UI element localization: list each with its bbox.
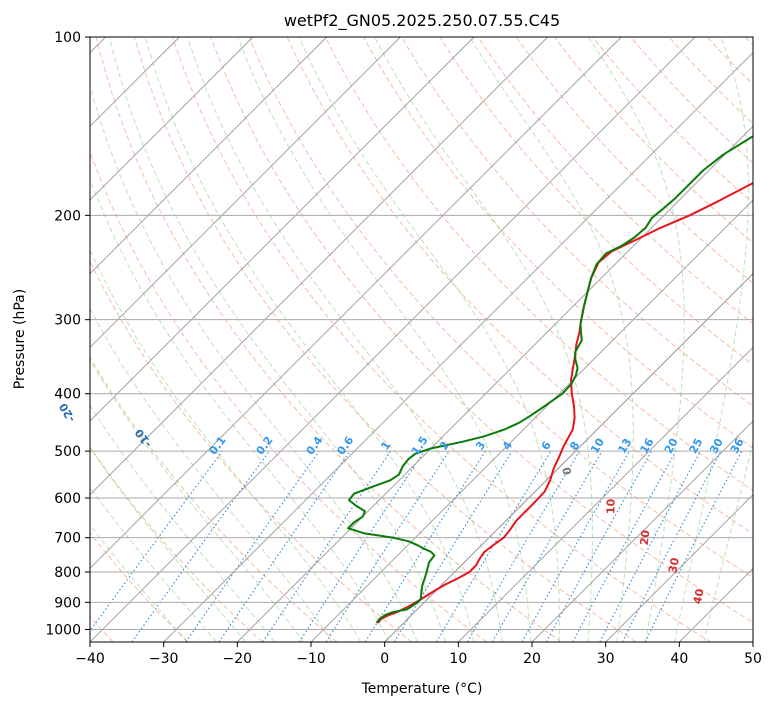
y-tick-label: 200 — [54, 208, 81, 224]
dry-adiabat-line — [210, 37, 753, 623]
y-tick-label: 800 — [54, 565, 81, 581]
moist-adiabat-line — [90, 446, 247, 642]
dry-adiabat-line — [515, 37, 753, 284]
dry-adiabat-line — [592, 37, 753, 204]
isotherm-line — [458, 346, 753, 642]
y-tick-label: 1000 — [45, 622, 81, 638]
moist-adiabat-line — [90, 177, 390, 642]
x-tick-label: 10 — [449, 651, 467, 667]
dry-adiabat-line — [90, 356, 338, 642]
isotherm-line — [90, 37, 548, 496]
plot-frame — [89, 36, 754, 643]
dry-adiabat-line — [90, 532, 189, 642]
moist-adiabat-label: 20 — [638, 529, 653, 546]
isotherm-line — [90, 37, 696, 642]
moist-adiabat-label: 30 — [666, 556, 682, 574]
dry-adiabat-line — [477, 37, 753, 325]
x-tick-label: 0 — [380, 651, 389, 667]
dry-adiabat-line — [286, 37, 753, 535]
x-tick-label: −40 — [75, 651, 105, 667]
moist-adiabat-line — [703, 442, 753, 642]
mixing-ratio-line — [218, 450, 351, 642]
x-tick-label: −30 — [149, 651, 179, 667]
moist-adiabat-line — [187, 37, 503, 642]
series-layer — [347, 135, 753, 624]
moist-adiabat-line — [90, 404, 275, 642]
mixing-ratio-label: 25 — [687, 436, 706, 456]
moist-adiabat-line — [144, 37, 475, 642]
mixing-ratio-line — [521, 450, 631, 642]
x-tick-label: 40 — [670, 651, 688, 667]
y-tick-label: 900 — [54, 595, 81, 611]
y-tick-label: 700 — [54, 531, 81, 547]
x-axis-title: Temperature (°C) — [361, 681, 483, 697]
moist-adiabat-line — [90, 307, 333, 642]
mixing-ratio-line — [185, 450, 320, 642]
mixing-ratio-label: 36 — [728, 436, 747, 456]
x-tick-label: 20 — [523, 651, 541, 667]
y-tick-label: 300 — [54, 313, 81, 329]
x-axis: −40 −30 −20 −10 0 10 20 30 40 50 — [75, 642, 762, 667]
moist-adiabat-line — [588, 37, 685, 642]
dry-adiabat-line — [95, 37, 562, 642]
moist-adiabat-line — [674, 37, 749, 642]
y-axis: 100 200 300 400 500 600 700 800 900 1000 — [45, 30, 90, 638]
moist-adiabat-label: 10 — [604, 498, 617, 514]
isotherm-line — [531, 420, 753, 642]
chart-title: wetPf2_GN05.2025.250.07.55.C45 — [284, 11, 560, 31]
y-tick-label: 100 — [54, 30, 81, 46]
isotherm-line — [90, 37, 254, 201]
temperature-profile-line — [377, 182, 753, 624]
mixing-ratio-line — [262, 450, 392, 642]
isotherm-line — [90, 37, 401, 348]
y-tick-label: 400 — [54, 387, 81, 403]
dewpoint-profile-line — [347, 135, 753, 624]
moist-adiabat-line — [90, 358, 304, 642]
mixing-ratio-line — [393, 450, 513, 642]
moist-adiabat-line — [298, 37, 560, 642]
mixing-ratio-line — [325, 450, 450, 642]
dry-adiabat-line — [172, 37, 711, 642]
mixing-ratio-line — [644, 450, 743, 642]
mixing-ratio-line — [90, 450, 223, 632]
grid-lines — [90, 37, 753, 642]
x-tick-label: −10 — [296, 651, 326, 667]
isotherm-line — [605, 494, 753, 642]
y-tick-label: 600 — [54, 491, 81, 507]
mixing-ratio-line — [572, 450, 677, 642]
dry-adiabat-line — [324, 37, 753, 492]
isotherm-line — [90, 37, 622, 569]
moist-adiabat-line — [109, 37, 446, 642]
isotherm-line — [310, 199, 753, 642]
moist-adiabat-label: 40 — [691, 587, 707, 605]
y-axis-title: Pressure (hPa) — [12, 289, 28, 389]
dry-adiabat-line — [90, 260, 413, 642]
dry-adiabat-line — [401, 37, 753, 407]
dry-adiabat-line — [363, 37, 753, 449]
x-tick-label: 50 — [744, 651, 762, 667]
isotherm-line — [163, 52, 753, 642]
y-tick-label: 500 — [54, 444, 81, 460]
mixing-ratio-line — [298, 450, 425, 642]
moist-adiabat-line — [374, 37, 593, 642]
x-tick-label: −20 — [223, 651, 253, 667]
mixing-ratio-line — [131, 450, 270, 642]
isotherm-line — [90, 37, 475, 422]
dry-adiabat-line — [439, 37, 753, 366]
isotherm-line — [237, 125, 753, 642]
x-tick-label: 30 — [597, 651, 615, 667]
mixing-ratio-line — [545, 450, 653, 642]
zero-isotherm-line — [384, 273, 753, 642]
isotherm-line — [90, 37, 327, 275]
moist-adiabat-label: 0 — [560, 466, 574, 476]
